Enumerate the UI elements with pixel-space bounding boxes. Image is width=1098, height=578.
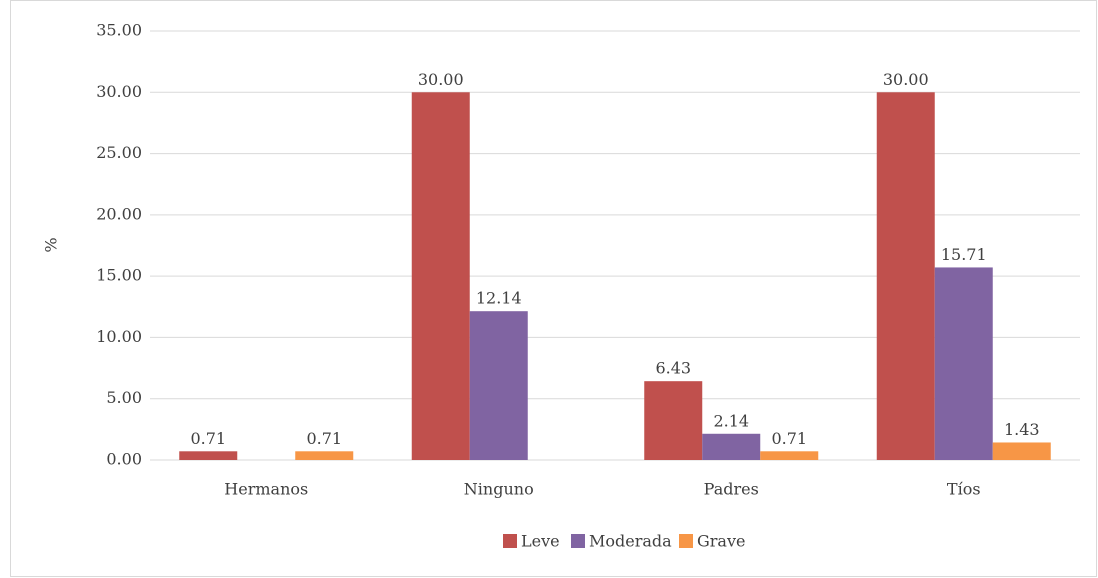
- data-label: 2.14: [713, 411, 749, 430]
- y-tick-label: 20.00: [96, 204, 142, 223]
- bar: [644, 381, 703, 460]
- legend-label: Grave: [697, 532, 745, 551]
- x-tick-label: Ninguno: [464, 480, 534, 499]
- data-label: 0.71: [306, 429, 342, 448]
- data-label: 0.71: [771, 429, 807, 448]
- bar: [760, 451, 819, 460]
- data-label: 0.71: [190, 429, 226, 448]
- legend-swatch: [503, 534, 517, 548]
- y-tick-label: 25.00: [96, 143, 142, 162]
- data-label: 6.43: [655, 359, 691, 378]
- bar: [934, 267, 993, 460]
- y-tick-label: 10.00: [96, 327, 142, 346]
- bar: [295, 451, 354, 460]
- x-tick-label: Tíos: [947, 480, 981, 499]
- bar: [992, 442, 1051, 460]
- bar: [411, 92, 470, 461]
- bar: [702, 433, 761, 460]
- y-axis-label: %: [42, 237, 61, 252]
- data-label: 1.43: [1004, 420, 1040, 439]
- bar: [179, 451, 238, 460]
- y-tick-label: 0.00: [106, 450, 142, 469]
- y-tick-label: 5.00: [106, 388, 142, 407]
- data-label: 12.14: [476, 289, 522, 308]
- bar: [876, 92, 935, 461]
- x-tick-label: Hermanos: [224, 480, 308, 499]
- data-label: 30.00: [418, 70, 464, 89]
- y-tick-label: 30.00: [96, 82, 142, 101]
- y-tick-label: 15.00: [96, 266, 142, 285]
- legend-swatch: [679, 534, 693, 548]
- data-label: 15.71: [941, 245, 987, 264]
- x-tick-label: Padres: [704, 480, 759, 499]
- legend-swatch: [571, 534, 585, 548]
- data-label: 30.00: [883, 70, 929, 89]
- legend-label: Leve: [521, 532, 560, 551]
- legend-label: Moderada: [589, 532, 672, 551]
- bar: [469, 311, 528, 460]
- y-tick-label: 35.00: [96, 21, 142, 40]
